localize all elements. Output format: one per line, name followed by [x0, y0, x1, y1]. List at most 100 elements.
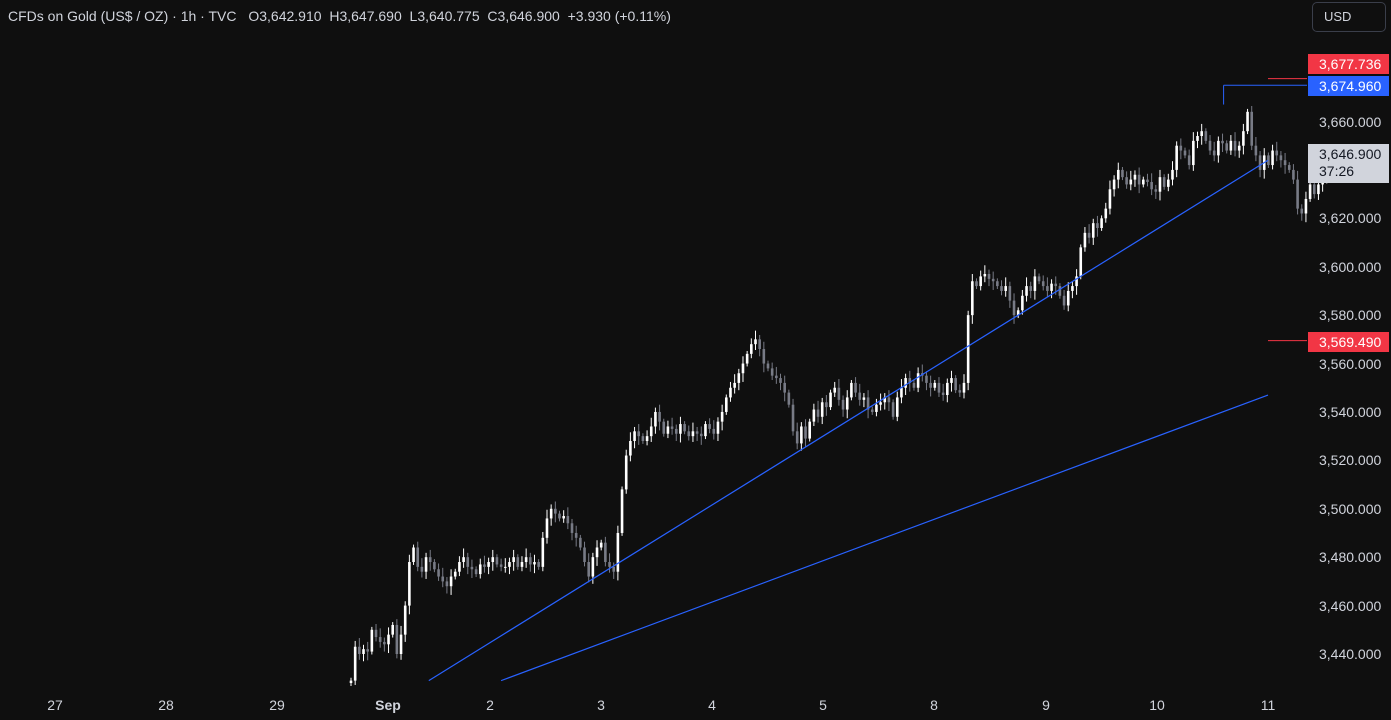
candle-body: [562, 516, 565, 519]
candle-body: [441, 576, 445, 582]
price-tick-label: 3,600.000: [1319, 258, 1382, 275]
candle-body: [428, 557, 432, 563]
time-tick-label: 9: [1042, 697, 1050, 713]
candle-body: [787, 392, 791, 405]
candle-body: [733, 382, 736, 388]
candle-body: [399, 634, 403, 654]
candle-body: [1192, 140, 1195, 166]
candle-body: [570, 523, 574, 533]
candle-body: [1087, 232, 1091, 238]
price-tag-red-top: 3,677.736: [1308, 54, 1389, 74]
candle-body: [946, 382, 949, 396]
symbol-title[interactable]: CFDs on Gold (US$ / OZ) · 1h · TVC: [8, 8, 237, 24]
candle-body: [608, 562, 611, 567]
candle-body: [699, 433, 703, 437]
candle-body: [820, 402, 824, 417]
candle-body: [887, 397, 891, 403]
candle-body: [750, 344, 753, 354]
candle-body: [541, 537, 545, 567]
candle-body: [1312, 184, 1316, 195]
candle-body: [462, 557, 465, 563]
candle-body: [971, 281, 974, 316]
candle-body: [795, 431, 799, 444]
candle-body: [1308, 184, 1312, 199]
candle-body: [533, 562, 536, 565]
candle-body: [403, 605, 407, 635]
last-price-tag: 3,646.900 37:26: [1308, 144, 1389, 183]
candle-body: [1116, 169, 1120, 180]
candle-body: [383, 641, 386, 645]
candle-body: [1279, 155, 1283, 161]
candle-body: [1283, 160, 1287, 166]
candle-body: [904, 378, 907, 388]
candle-body: [674, 428, 678, 434]
price-tick-label: 3,500.000: [1319, 500, 1382, 517]
candle-body: [587, 562, 590, 577]
candle-body: [445, 581, 449, 587]
candle-body: [637, 431, 641, 437]
candle-body: [1046, 286, 1049, 291]
candle-body: [353, 646, 357, 681]
candle-body: [633, 431, 636, 441]
candle-body: [537, 562, 540, 567]
candle-body: [654, 411, 657, 427]
candle-body: [954, 378, 957, 391]
candle-body: [366, 649, 369, 652]
candle-body: [966, 315, 970, 383]
candle-body: [775, 375, 778, 379]
candle-body: [825, 402, 828, 408]
candle-body: [558, 513, 561, 519]
candle-body: [1271, 150, 1274, 166]
candle-body: [595, 547, 599, 558]
currency-button[interactable]: USD: [1312, 2, 1386, 32]
candle-body: [816, 409, 820, 417]
candle-body: [374, 629, 378, 638]
candle-body: [987, 273, 991, 279]
candle-body: [1175, 145, 1178, 170]
candle-body: [416, 547, 420, 567]
candle-body: [1142, 179, 1145, 185]
candle-body: [708, 424, 711, 429]
candle-body: [1200, 131, 1203, 137]
candle-body: [516, 557, 520, 567]
candle-body: [1146, 179, 1149, 183]
trendline: [428, 159, 1269, 682]
candle-body: [1050, 283, 1053, 291]
candle-body: [783, 382, 786, 393]
candle-body: [908, 378, 912, 383]
candle-body: [458, 562, 461, 572]
candle-body: [1062, 295, 1066, 306]
candle-body: [466, 557, 470, 567]
candle-body: [658, 411, 661, 422]
candle-body: [1246, 111, 1249, 132]
last-price-value: 3,646.900: [1319, 146, 1382, 162]
close-value: 3,646.900: [497, 8, 560, 24]
candle-body: [433, 562, 436, 570]
candle-body: [725, 397, 728, 412]
candle-body: [950, 378, 953, 383]
candle-body: [1237, 145, 1241, 151]
candle-body: [758, 339, 761, 350]
candle-body: [604, 542, 607, 563]
candle-body: [1025, 286, 1028, 296]
candle-body: [545, 518, 549, 538]
candle-body: [883, 397, 887, 403]
candle-body: [1154, 189, 1158, 192]
candle-body: [895, 397, 899, 417]
candle-body: [958, 390, 962, 393]
candle-body: [1037, 276, 1041, 282]
candle-body: [566, 516, 570, 524]
price-tick-label: 3,560.000: [1319, 355, 1382, 372]
candle-body: [1287, 165, 1291, 170]
candle-body: [941, 392, 945, 396]
candle-body: [1304, 198, 1308, 214]
candle-body: [991, 278, 995, 282]
candle-body: [1196, 136, 1199, 141]
candle-body: [996, 281, 999, 287]
candle-body: [875, 404, 878, 412]
price-tick-label: 3,440.000: [1319, 646, 1382, 662]
candle-body: [1150, 182, 1153, 190]
candle-body: [929, 382, 932, 388]
candle-body: [983, 273, 987, 277]
